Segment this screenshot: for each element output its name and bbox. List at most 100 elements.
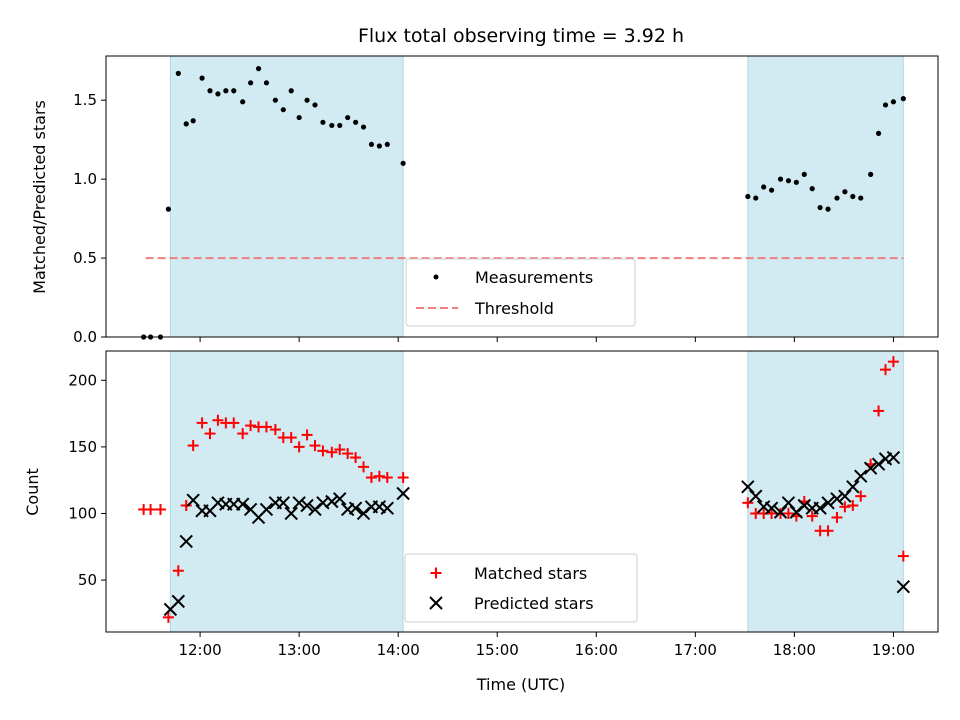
matched-star-point [782, 507, 794, 519]
measurement-point [890, 99, 897, 105]
measurement-point [825, 206, 831, 212]
measurement-point [329, 122, 335, 129]
measurement-point [368, 141, 375, 148]
top-measurement-points [141, 66, 906, 340]
matched-star-point [180, 499, 192, 511]
matched-star-point [855, 490, 867, 502]
measurement-point [793, 179, 799, 185]
matched-star-point [237, 428, 249, 440]
y-tick-label: 0.5 [73, 249, 97, 267]
measurement-point [882, 102, 889, 108]
matched-star-point [334, 444, 346, 456]
measurement-point [769, 187, 775, 193]
matched-star-point [831, 511, 843, 523]
measurement-point [353, 119, 359, 125]
measurement-point [400, 160, 406, 166]
measurement-point [777, 176, 784, 182]
matched-star-point [350, 452, 362, 464]
x-tick-label: 18:00 [773, 641, 816, 659]
y-tick-label: 50 [78, 571, 97, 589]
measurement-point [337, 122, 343, 129]
matched-star-point [381, 472, 393, 484]
predicted-star-point [292, 496, 306, 510]
measurement-point [850, 193, 856, 200]
predicted-star-point [348, 501, 363, 515]
chart-title: Flux total observing time = 3.92 h [358, 25, 684, 47]
predicted-star-point [854, 469, 868, 483]
y-tick-label: 100 [68, 504, 97, 522]
bottom-panel: 50 100 150 200 12:00 13:00 14:00 15:00 16:00 17:… [23, 350, 939, 694]
measurement-point [165, 206, 171, 212]
predicted-star-point [276, 496, 291, 510]
top-axes-frame [105, 55, 939, 338]
measurement-point [304, 97, 310, 103]
matched-star-point [269, 424, 281, 436]
x-axis-label: Time (UTC) [476, 675, 565, 694]
matched-star-point [293, 441, 305, 453]
matched-star-point [204, 428, 216, 440]
predicted-star-point [179, 534, 193, 549]
predicted-star-point [886, 450, 901, 465]
measurement-point [240, 99, 246, 105]
measurement-point [231, 88, 237, 94]
measurement-point [280, 107, 286, 113]
x-tick-label: 19:00 [872, 641, 915, 659]
legend-measurements-marker [433, 274, 439, 280]
measurement-point [255, 66, 262, 72]
matched-star-point [212, 414, 224, 426]
legend-predicted-label: Predicted stars [474, 594, 594, 613]
matched-star-point [260, 421, 272, 433]
matched-star-point [897, 550, 909, 562]
y-tick-label: 200 [68, 371, 97, 389]
predicted-star-point [749, 489, 763, 503]
top-observing-windows [169, 55, 904, 338]
measurement-point [199, 75, 205, 81]
matched-star-point [301, 429, 313, 441]
bottom-x-ticks: 12:00 13:00 14:00 15:00 16:00 17:00 18:00 19:00 [178, 632, 915, 659]
y-tick-label: 150 [68, 438, 97, 456]
matched-star-point [145, 503, 157, 515]
matched-star-point [162, 611, 174, 623]
predicted-star-point [813, 501, 827, 515]
matched-star-point [309, 440, 321, 452]
matched-star-point [880, 364, 892, 376]
x-tick-label: 15:00 [476, 641, 519, 659]
measurement-point [376, 143, 382, 149]
predicted-star-point [797, 498, 811, 513]
x-tick-label: 17:00 [674, 641, 717, 659]
x-tick-label: 16:00 [575, 641, 618, 659]
measurement-point [183, 121, 189, 127]
top-x-ticks [199, 337, 894, 342]
predicted-star-point [300, 498, 314, 513]
matched-star-point [196, 417, 208, 429]
bottom-predicted-points [163, 450, 911, 617]
predicted-star-point [846, 480, 860, 494]
matched-star-point [742, 497, 754, 509]
measurement-point [900, 96, 906, 102]
bottom-axes-frame [105, 350, 939, 633]
measurement-point [801, 171, 807, 177]
measurement-point [745, 193, 751, 200]
measurement-point [223, 88, 229, 94]
measurement-point [875, 130, 882, 136]
measurement-point [272, 97, 278, 103]
measurement-point [761, 184, 767, 190]
bottom-y-axis-label: Count [23, 468, 42, 516]
observing-window-2 [747, 55, 904, 338]
matched-star-point [326, 446, 338, 458]
x-tick-label: 14:00 [377, 641, 420, 659]
measurement-point [207, 88, 213, 94]
x-tick-label: 12:00 [178, 641, 221, 659]
legend-matched-marker [430, 567, 442, 579]
predicted-star-point [821, 496, 835, 510]
measurement-point [785, 178, 792, 184]
measurement-point [753, 195, 759, 201]
measurement-point [345, 114, 351, 121]
measurement-point [360, 124, 367, 130]
top-y-axis-label: Matched/Predicted stars [30, 100, 49, 294]
legend-predicted-marker [429, 596, 443, 610]
measurement-point [858, 195, 864, 201]
matched-star-point [358, 461, 370, 473]
measurement-point [312, 102, 318, 108]
